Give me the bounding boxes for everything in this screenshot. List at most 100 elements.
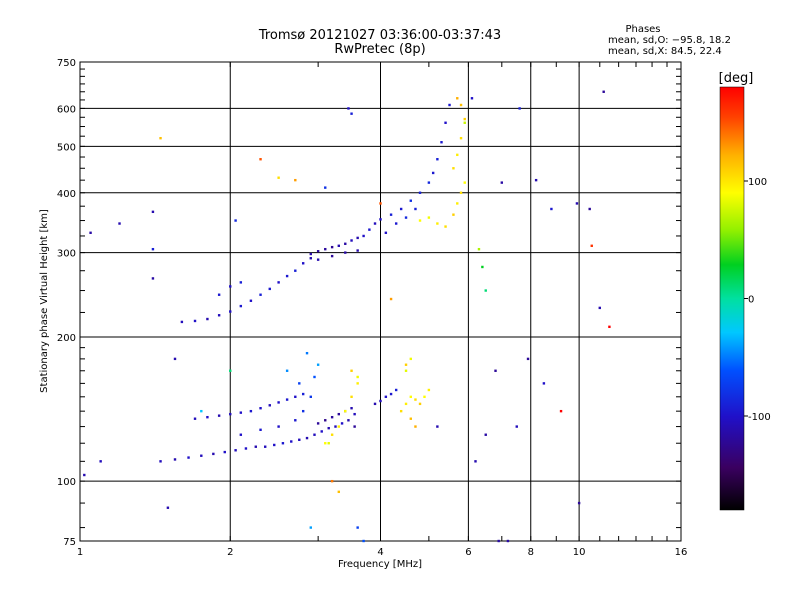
chart-title: Tromsø 20121027 03:36:00-03:37:43	[258, 28, 501, 43]
data-point	[313, 375, 316, 379]
data-point	[404, 402, 408, 406]
data-point	[294, 269, 297, 272]
data-point	[384, 231, 388, 234]
data-point	[298, 382, 301, 385]
data-point	[344, 409, 347, 413]
data-point	[526, 357, 530, 361]
data-point	[350, 239, 353, 242]
data-point	[309, 526, 312, 529]
data-point	[409, 417, 412, 420]
data-point	[324, 186, 327, 189]
data-point	[414, 398, 417, 401]
data-point	[463, 121, 466, 124]
colorbar-tick-label: 0	[748, 295, 754, 306]
data-point	[89, 231, 92, 234]
data-point	[542, 382, 546, 385]
data-point	[459, 136, 463, 140]
data-point	[223, 450, 226, 454]
data-point	[418, 219, 422, 222]
data-point	[423, 395, 426, 399]
data-point	[418, 191, 422, 194]
data-point	[268, 287, 271, 291]
data-point	[418, 402, 422, 406]
data-point	[379, 202, 382, 205]
data-point	[477, 247, 481, 251]
x-tick-label: 16	[675, 547, 688, 558]
y-tick-label: 600	[57, 104, 76, 115]
data-point	[534, 178, 538, 182]
data-point	[239, 433, 243, 436]
colorbar-ticks: 100 0 -100	[744, 177, 771, 423]
data-point	[404, 363, 408, 366]
data-point	[229, 285, 232, 288]
data-point	[316, 250, 320, 253]
data-point	[337, 490, 341, 494]
data-point	[244, 447, 248, 450]
data-point	[463, 117, 466, 121]
x-tick-label: 8	[528, 547, 534, 558]
data-point	[575, 202, 579, 205]
data-point	[362, 234, 365, 238]
data-point	[151, 210, 155, 214]
data-point	[212, 452, 215, 456]
x-axis-ticks: 1 2 4 6 8 10 16	[77, 62, 688, 558]
data-point	[470, 97, 474, 100]
data-point	[362, 539, 365, 543]
data-point	[259, 158, 262, 161]
data-point	[99, 460, 102, 463]
x-tick-label: 2	[227, 547, 233, 558]
data-point	[577, 501, 581, 505]
data-point	[350, 369, 353, 372]
data-point	[294, 395, 297, 399]
data-point	[298, 438, 301, 441]
data-point	[373, 222, 377, 225]
data-point	[324, 247, 327, 251]
data-point	[290, 440, 293, 443]
colorbar-label: [deg]	[719, 71, 754, 86]
data-point	[399, 207, 403, 211]
data-point	[344, 242, 347, 245]
data-point	[436, 222, 439, 225]
data-point	[474, 460, 477, 463]
data-point	[353, 412, 356, 416]
data-point	[330, 433, 334, 436]
data-point	[337, 244, 341, 247]
data-point	[273, 443, 276, 447]
data-point	[206, 317, 209, 321]
data-point	[409, 357, 412, 361]
x-tick-label: 10	[573, 547, 586, 558]
data-point	[459, 103, 463, 107]
phase-stats-o: mean, sd,O: −95.8, 18.2	[608, 35, 731, 46]
data-points	[83, 90, 611, 543]
data-point	[277, 401, 280, 404]
data-point	[239, 411, 243, 414]
y-tick-label: 200	[57, 333, 76, 344]
x-tick-label: 1	[77, 547, 83, 558]
data-point	[294, 419, 297, 422]
data-point	[440, 141, 443, 144]
data-point	[180, 320, 184, 324]
x-axis-label: Frequency [MHz]	[338, 559, 422, 570]
data-point	[389, 213, 393, 216]
data-point	[309, 257, 312, 260]
data-point	[456, 202, 459, 205]
data-point	[301, 262, 305, 265]
data-point	[159, 460, 162, 463]
data-point	[259, 428, 262, 432]
data-point	[330, 254, 334, 258]
data-point	[83, 473, 86, 477]
data-point	[356, 526, 359, 529]
data-point	[206, 415, 209, 419]
data-point	[330, 415, 334, 419]
data-point	[268, 404, 271, 407]
data-point	[598, 306, 601, 310]
data-point	[305, 436, 309, 440]
colorbar-tick-label: -100	[748, 412, 771, 423]
data-point	[316, 422, 320, 425]
data-point	[249, 299, 253, 302]
data-point	[193, 417, 197, 420]
y-tick-label: 400	[57, 189, 76, 200]
data-point	[254, 445, 257, 448]
data-point	[324, 419, 327, 422]
